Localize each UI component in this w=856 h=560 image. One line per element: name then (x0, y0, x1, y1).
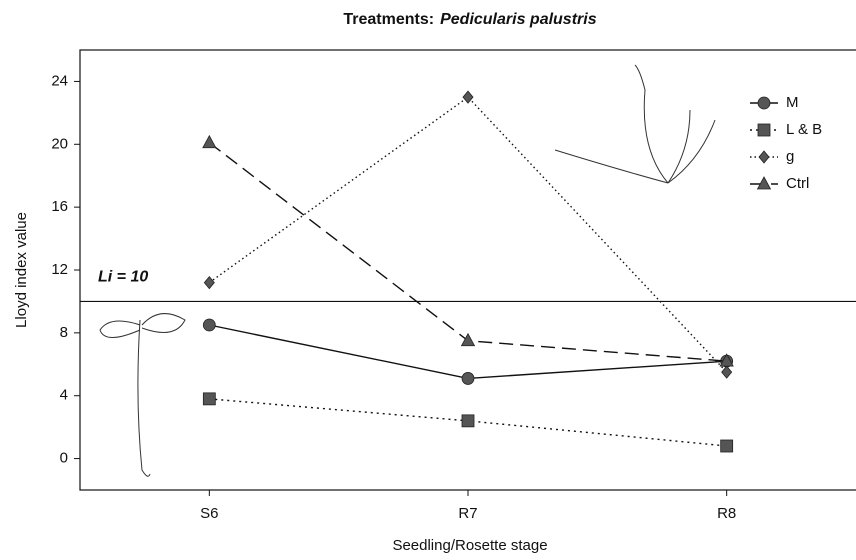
data-point (462, 372, 474, 384)
y-tick-label: 4 (60, 387, 68, 404)
series-line (209, 97, 726, 372)
y-tick-label: 16 (51, 198, 68, 215)
data-point (721, 440, 733, 452)
legend-label: Ctrl (786, 175, 809, 192)
x-tick-label: S6 (200, 505, 218, 522)
seedling-sketch (100, 314, 185, 477)
title-text: Treatments: (343, 11, 434, 28)
chart-title: Treatments: Pedicularis palustris (343, 11, 596, 28)
legend-marker (758, 124, 770, 136)
legend-label: M (786, 94, 799, 111)
series-line (209, 143, 726, 361)
data-point (462, 334, 475, 346)
x-tick-label: R7 (458, 505, 477, 522)
y-tick-label: 20 (51, 135, 68, 152)
data-point (203, 393, 215, 405)
y-tick-label: 12 (51, 261, 68, 278)
x-axis-label: Seedling/Rosette stage (392, 537, 547, 554)
legend-label: L & B (786, 121, 822, 138)
chart: Treatments: Pedicularis palustris Seedlin… (0, 0, 856, 560)
y-tick-label: 8 (60, 324, 68, 341)
data-point (722, 366, 732, 378)
legend-marker (758, 97, 770, 109)
legend-marker (759, 151, 769, 163)
reference-label: Li = 10 (98, 269, 148, 286)
legend-marker (758, 177, 771, 189)
legend-label: g (786, 148, 794, 165)
y-tick-label: 0 (60, 450, 68, 467)
y-axis-label: Lloyd index value (13, 212, 30, 328)
plant-sketch (555, 65, 715, 183)
x-tick-label: R8 (717, 505, 736, 522)
data-point (462, 415, 474, 427)
data-point (463, 91, 473, 103)
title-species: Pedicularis palustris (440, 11, 597, 28)
y-tick-label: 24 (51, 72, 68, 89)
data-point (203, 319, 215, 331)
data-point (204, 277, 214, 289)
data-point (203, 136, 216, 148)
